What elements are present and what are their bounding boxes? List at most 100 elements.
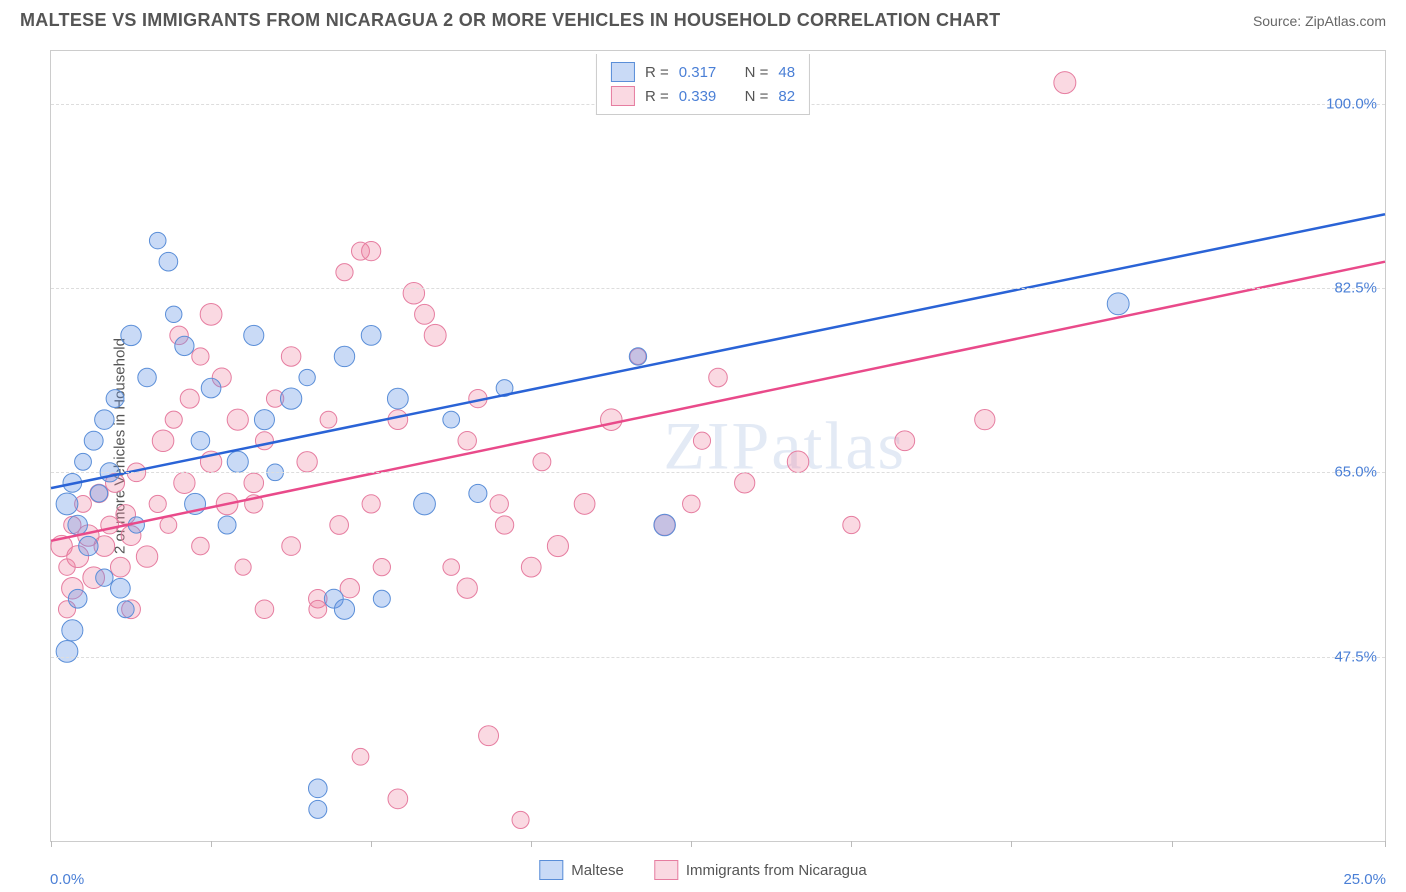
scatter-point [111,578,131,598]
x-label-left: 0.0% [50,871,84,888]
scatter-point [117,601,134,618]
n-value-maltese: 48 [778,64,795,81]
x-tick [531,841,532,847]
scatter-point [654,514,676,536]
x-tick [1011,841,1012,847]
x-tick [371,841,372,847]
scatter-point [175,336,194,355]
scatter-point [160,517,177,534]
scatter-point [340,579,359,598]
scatter-point [56,641,78,663]
scatter-point [191,431,210,450]
scatter-point [174,472,195,493]
scatter-point [96,569,113,586]
scatter-point [255,432,273,450]
scatter-point [280,388,301,409]
legend-item-maltese: Maltese [539,860,624,880]
legend-item-nicaragua: Immigrants from Nicaragua [654,860,867,880]
swatch-maltese [611,62,635,82]
scatter-point [309,600,327,618]
scatter-point [361,326,381,346]
scatter-point [574,494,595,515]
scatter-point [200,303,222,325]
scatter-point [490,495,508,513]
n-value-nicaragua: 82 [778,88,795,105]
trend-line [51,214,1385,488]
scatter-point [159,252,178,271]
legend-label-nicaragua: Immigrants from Nicaragua [686,862,867,879]
scatter-point [244,325,264,345]
r-label: R = [645,64,669,81]
scatter-point [110,557,130,577]
scatter-point [512,811,529,828]
x-tick [1172,841,1173,847]
y-tick-label: 65.0% [1334,464,1377,481]
scatter-point [227,409,248,430]
scatter-point [320,411,337,428]
scatter-point [192,348,209,365]
chart-plot-area: ZIPatlas 47.5%65.0%82.5%100.0% [50,50,1386,842]
scatter-point [68,589,87,608]
scatter-point [895,431,915,451]
scatter-point [373,558,390,575]
stats-row-nicaragua: R = 0.339 N = 82 [611,84,795,108]
x-tick [851,841,852,847]
gridline [51,288,1385,289]
scatter-point [787,451,809,473]
chart-title: MALTESE VS IMMIGRANTS FROM NICARAGUA 2 O… [20,10,1000,31]
scatter-point [403,283,424,304]
scatter-point [255,600,274,619]
x-tick [51,841,52,847]
scatter-point [62,620,83,641]
scatter-point [68,515,88,535]
scatter-point [227,451,248,472]
scatter-point [79,536,98,555]
n-label: N = [745,64,769,81]
x-label-right: 25.0% [1343,871,1386,888]
stats-legend-box: R = 0.317 N = 48 R = 0.339 N = 82 [596,54,810,115]
r-value-nicaragua: 0.339 [679,88,717,105]
scatter-point [362,495,380,513]
stats-row-maltese: R = 0.317 N = 48 [611,60,795,84]
scatter-point [533,453,551,471]
x-tick [691,841,692,847]
scatter-point [843,516,860,533]
scatter-point [336,264,353,281]
scatter-point [136,546,157,567]
scatter-point [90,485,107,502]
scatter-point [469,484,487,502]
scatter-point [192,537,210,555]
scatter-point [458,432,476,450]
y-tick-label: 100.0% [1326,95,1377,112]
scatter-point [149,232,166,249]
scatter-point [152,430,174,452]
scatter-point [975,410,995,430]
scatter-point [1107,293,1129,315]
scatter-point [629,348,646,365]
swatch-nicaragua [611,86,635,106]
r-label: R = [645,88,669,105]
scatter-point [95,410,114,429]
scatter-point [297,452,317,472]
scatter-point [683,495,701,513]
scatter-point [149,495,166,512]
legend-swatch-maltese [539,860,563,880]
y-tick-label: 82.5% [1334,280,1377,297]
gridline [51,657,1385,658]
scatter-point [388,789,408,809]
scatter-point [282,537,301,556]
bottom-legend: Maltese Immigrants from Nicaragua [539,860,866,880]
scatter-point [56,493,78,515]
scatter-point [334,599,354,619]
scatter-point [299,369,315,385]
scatter-point [180,389,199,408]
scatter-point [75,453,92,470]
scatter-point [457,578,477,598]
scatter-point [165,411,182,428]
scatter-point [443,559,460,576]
source-label: Source: ZipAtlas.com [1253,13,1386,29]
scatter-point [735,473,755,493]
scatter-point [218,516,236,534]
scatter-point [330,516,349,535]
scatter-point [414,493,436,515]
